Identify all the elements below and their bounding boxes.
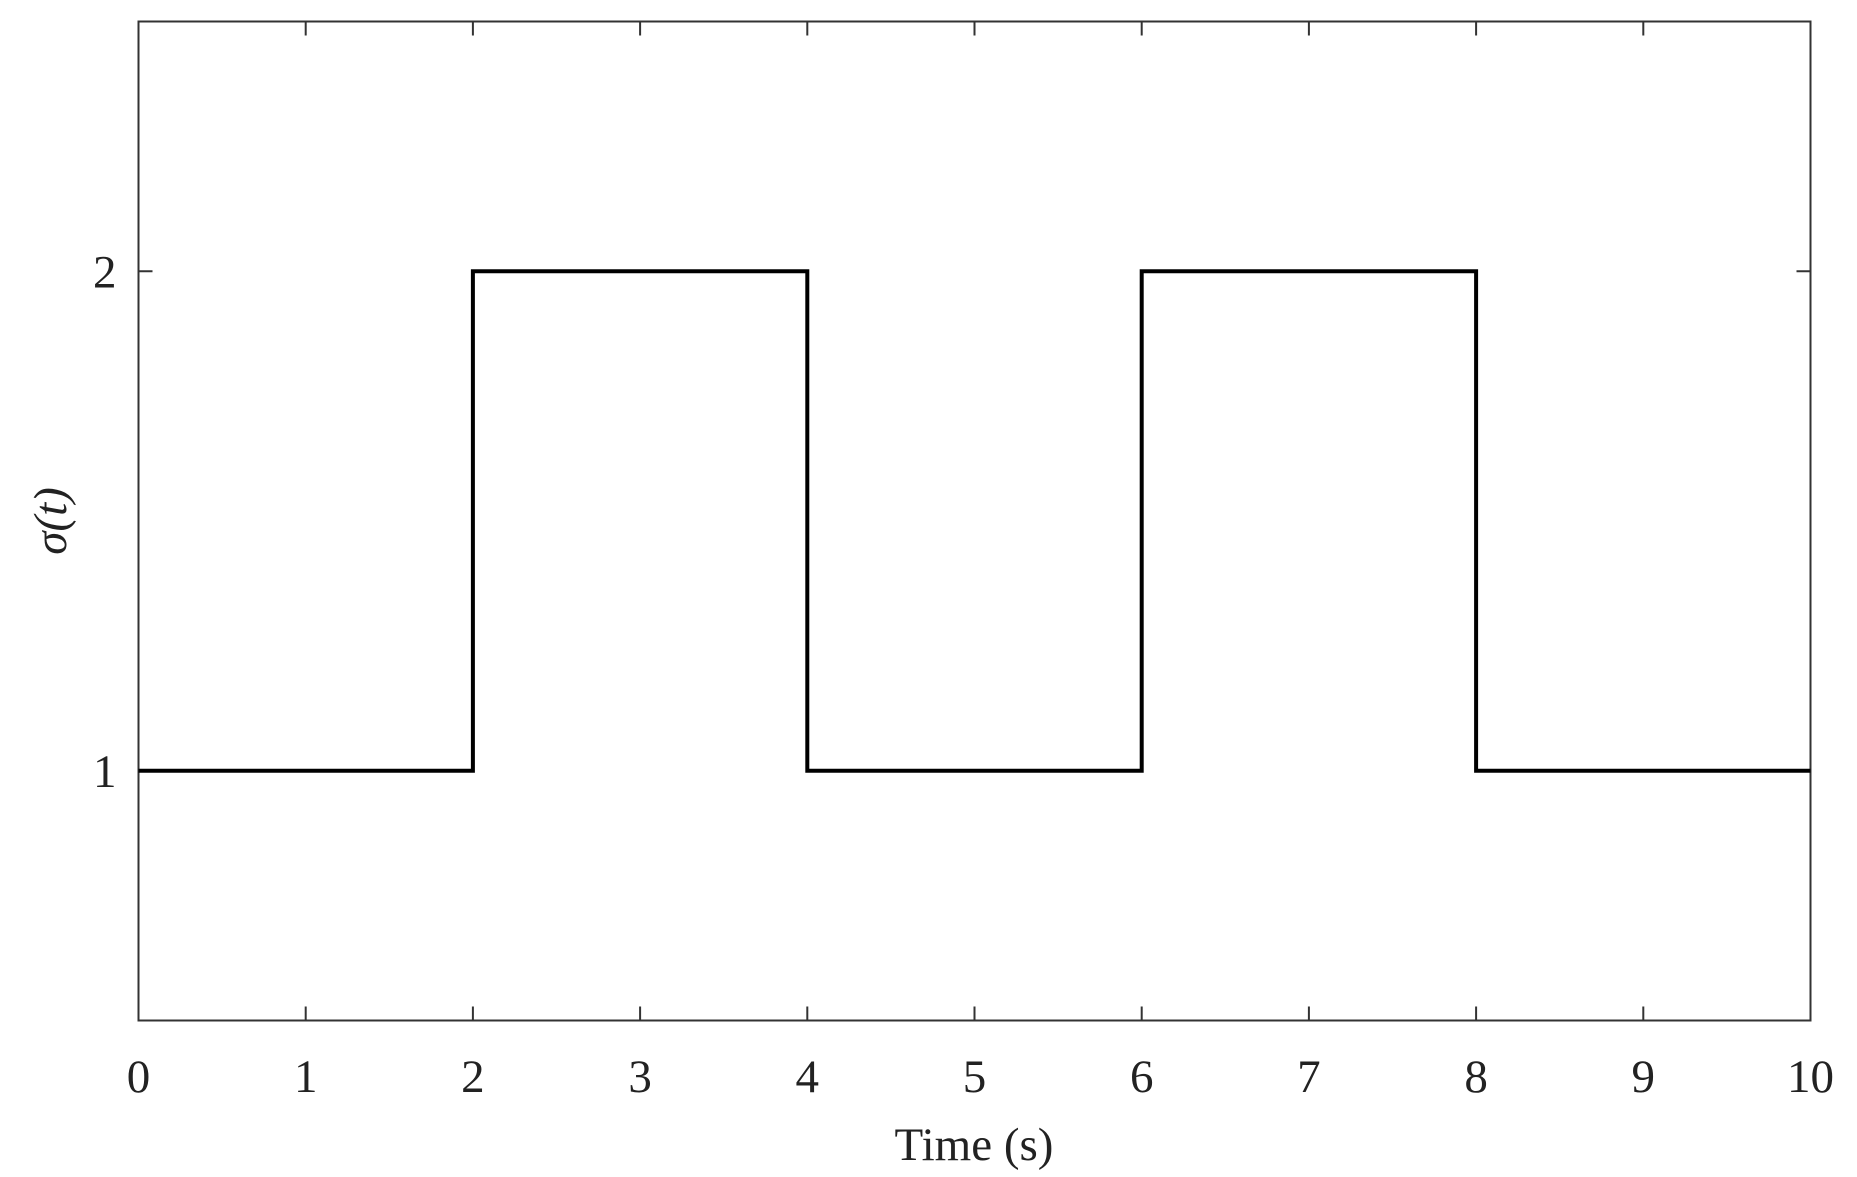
x-tick-label: 5	[963, 1051, 987, 1103]
x-tick-label: 3	[628, 1051, 652, 1103]
x-tick-label: 9	[1632, 1051, 1656, 1103]
x-tick-label: 10	[1787, 1051, 1834, 1103]
x-tick-label: 8	[1464, 1051, 1488, 1103]
x-axis-label: Time (s)	[895, 1119, 1054, 1171]
x-tick-label: 6	[1130, 1051, 1154, 1103]
x-tick-label: 4	[796, 1051, 820, 1103]
y-tick-label: 1	[93, 746, 117, 798]
x-tick-label: 2	[461, 1051, 485, 1103]
plot-frame	[137, 20, 1812, 1022]
x-tick-label: 1	[294, 1051, 318, 1103]
x-tick-label: 0	[127, 1051, 151, 1103]
x-tick-label: 7	[1297, 1051, 1321, 1103]
y-tick-label: 2	[93, 246, 117, 298]
y-axis-label: σ(t)	[25, 487, 77, 555]
series-line	[138, 269, 1811, 773]
